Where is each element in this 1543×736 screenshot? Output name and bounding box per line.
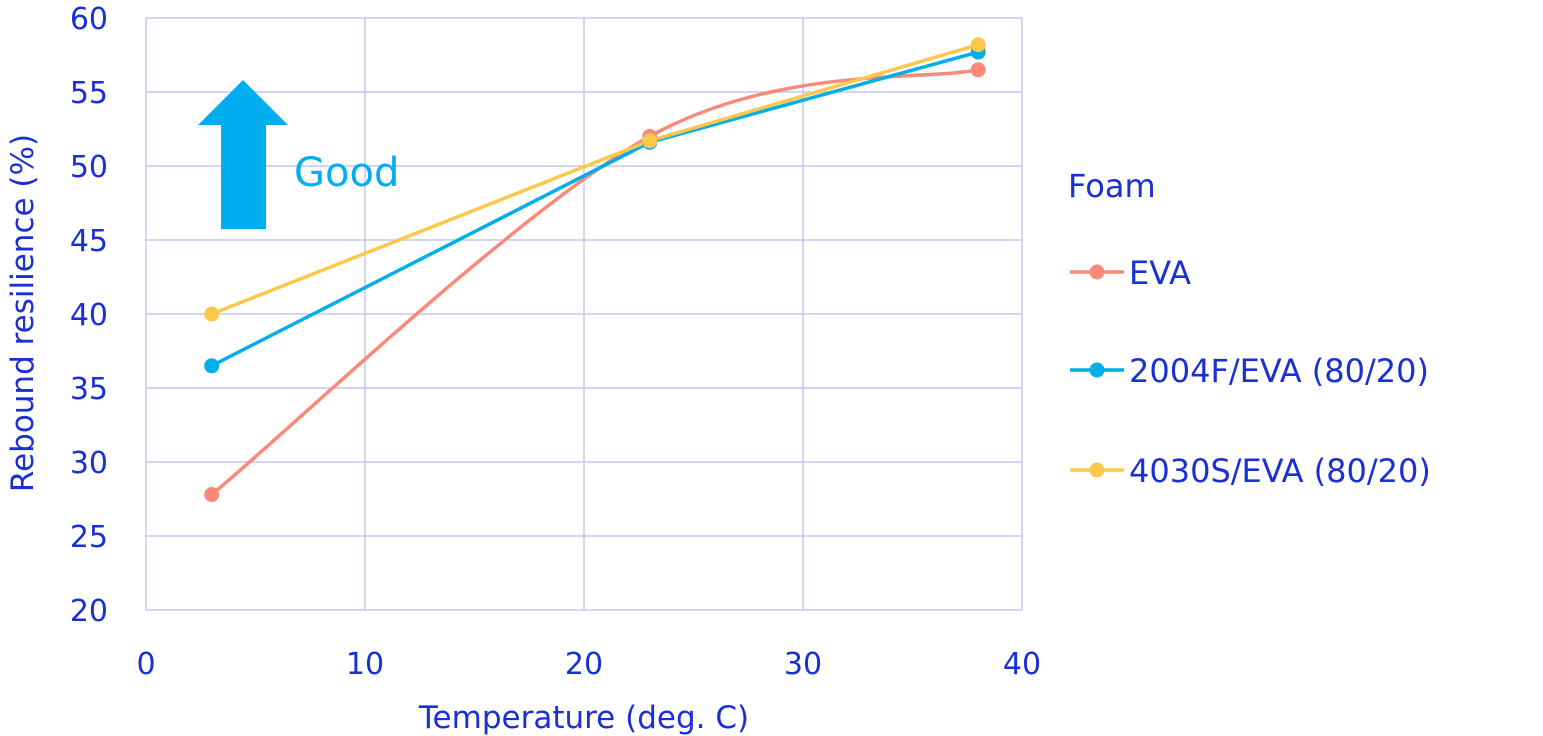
series-line-1 bbox=[210, 50, 979, 368]
annotation-label: Good bbox=[294, 150, 399, 196]
x-tick-label: 40 bbox=[1003, 647, 1041, 682]
y-tick-label: 25 bbox=[70, 520, 108, 555]
grid bbox=[145, 17, 1023, 611]
y-tick-label: 30 bbox=[70, 446, 108, 481]
y-tick-label: 40 bbox=[70, 298, 108, 333]
y-tick-label: 55 bbox=[70, 76, 108, 111]
good-annotation: Good bbox=[198, 80, 399, 229]
data-point-0 bbox=[970, 62, 986, 78]
legend: Foam EVA 2004F/EVA (80/20) 4030S/EVA (80/2… bbox=[1068, 167, 1431, 490]
data-point-0 bbox=[204, 487, 220, 503]
x-tick-label: 30 bbox=[784, 647, 822, 682]
y-tick-label: 35 bbox=[70, 372, 108, 407]
legend-label: EVA bbox=[1129, 254, 1191, 292]
x-axis-ticks: 0 10 20 30 40 bbox=[136, 647, 1041, 682]
data-point-2 bbox=[970, 37, 986, 53]
data-point-1 bbox=[204, 358, 220, 374]
data-point-2 bbox=[204, 306, 220, 322]
x-axis-title: Temperature (deg. C) bbox=[418, 700, 749, 736]
y-tick-label: 20 bbox=[70, 594, 108, 629]
y-tick-label: 60 bbox=[70, 2, 108, 37]
legend-swatch-marker bbox=[1089, 462, 1105, 478]
up-arrow-icon bbox=[198, 80, 288, 229]
y-axis-title: Rebound resilience (%) bbox=[5, 134, 41, 492]
data-point-2 bbox=[642, 133, 658, 149]
x-tick-label: 0 bbox=[136, 647, 155, 682]
y-tick-label: 50 bbox=[70, 150, 108, 185]
legend-label: 4030S/EVA (80/20) bbox=[1129, 452, 1431, 490]
x-tick-label: 20 bbox=[565, 647, 603, 682]
series-layer bbox=[204, 37, 986, 503]
legend-title: Foam bbox=[1068, 167, 1156, 205]
series-line-0 bbox=[210, 68, 979, 496]
legend-label: 2004F/EVA (80/20) bbox=[1129, 352, 1429, 390]
x-tick-label: 10 bbox=[346, 647, 384, 682]
legend-swatch-marker bbox=[1089, 264, 1105, 280]
y-tick-label: 45 bbox=[70, 224, 108, 259]
legend-swatch-marker bbox=[1089, 362, 1105, 378]
y-axis-ticks: 20 25 30 35 40 45 50 55 60 bbox=[70, 2, 108, 629]
